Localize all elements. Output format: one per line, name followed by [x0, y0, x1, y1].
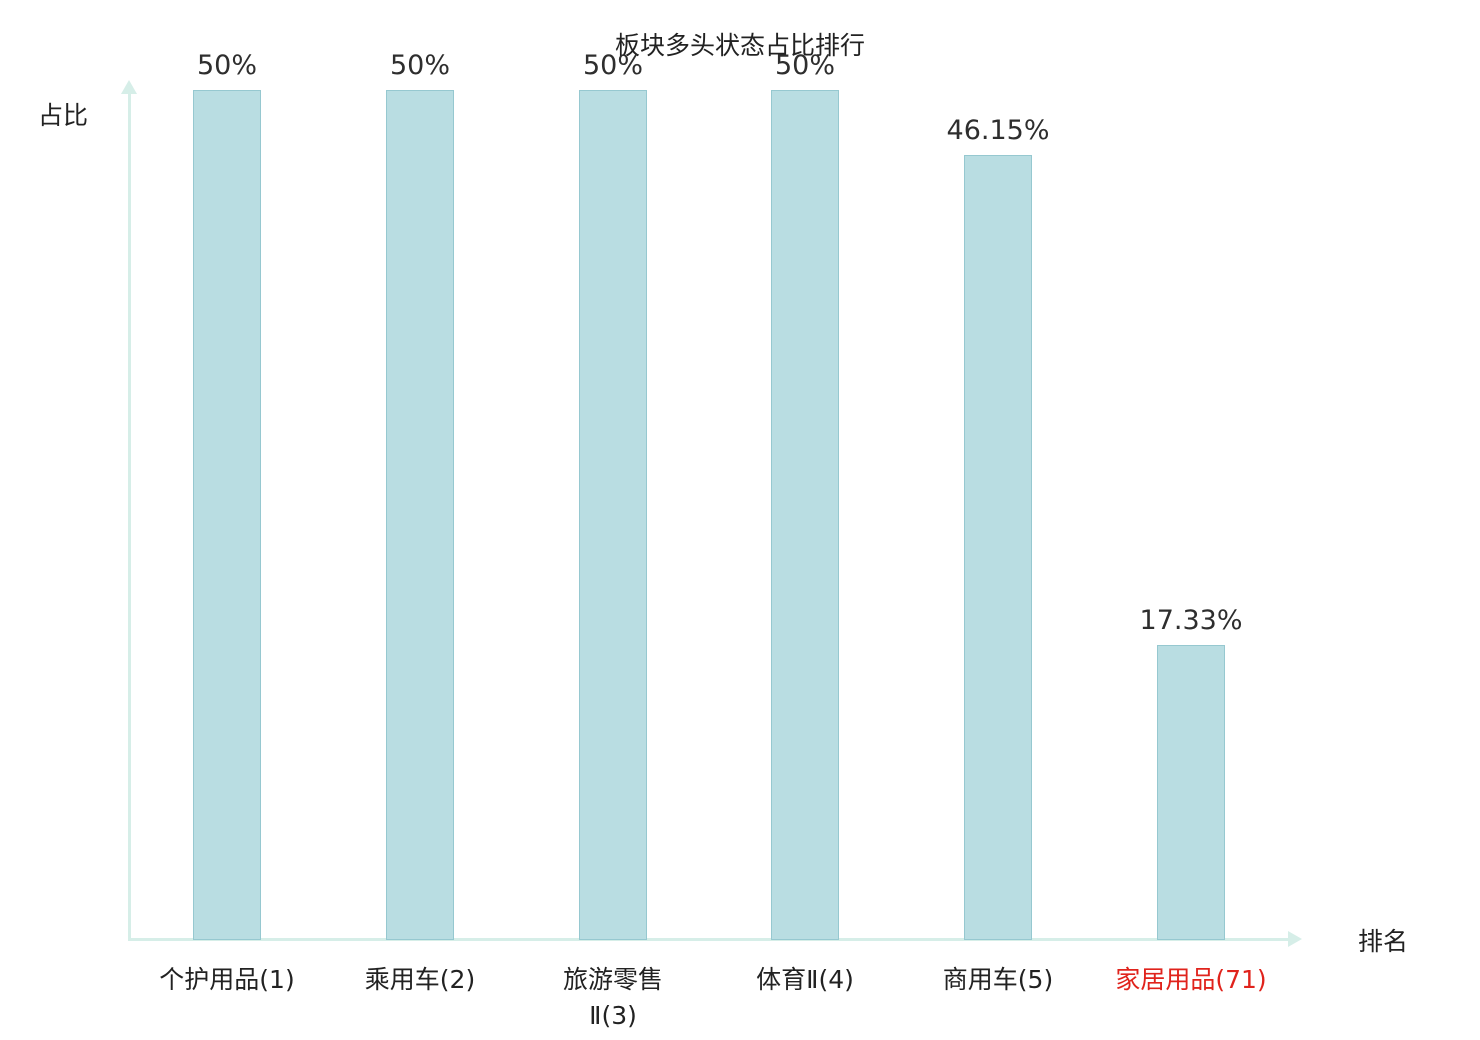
bar-group: 50% [193, 50, 261, 940]
bar [771, 90, 839, 940]
category-label: 商用车(5) [942, 965, 1054, 994]
x-axis-label: 排名 [1358, 927, 1409, 956]
category-label: 旅游零售 Ⅱ(3) [562, 965, 663, 1031]
category-label: 个护用品(1) [159, 965, 295, 994]
chart-title: 板块多头状态占比排行 [614, 31, 865, 60]
bar-value-label: 50% [582, 50, 643, 81]
bar-group: 50% [771, 50, 839, 940]
bar-value-label: 17.33% [1139, 605, 1243, 636]
x-axis-line [128, 938, 1290, 941]
category-label: 家居用品(71) [1115, 965, 1267, 994]
bar-group: 50% [386, 50, 454, 940]
x-axis-arrow-icon [1288, 931, 1302, 947]
bar-value-label: 50% [774, 50, 835, 81]
y-axis-label: 占比 [38, 101, 89, 130]
bar [1157, 645, 1225, 940]
bar [964, 155, 1032, 940]
bar-group: 17.33% [1140, 605, 1242, 940]
bar [193, 90, 261, 940]
bar-group: 50% [579, 50, 647, 940]
category-label: 乘用车(2) [364, 965, 476, 994]
y-axis-line [128, 92, 131, 940]
bar [579, 90, 647, 940]
bar [386, 90, 454, 940]
bar-group: 46.15% [947, 115, 1049, 940]
y-axis-arrow-icon [121, 80, 137, 94]
category-label: 体育Ⅱ(4) [756, 965, 854, 994]
bar-value-label: 46.15% [946, 115, 1050, 146]
bar-value-label: 50% [389, 50, 450, 81]
bar-value-label: 50% [196, 50, 257, 81]
